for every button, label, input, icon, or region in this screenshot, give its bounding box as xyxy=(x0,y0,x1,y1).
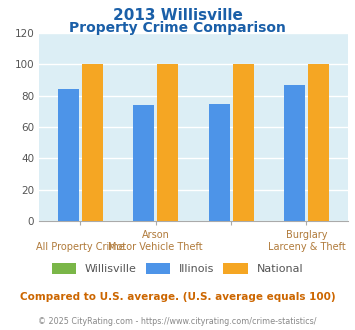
Bar xyxy=(157,64,179,221)
Text: Property Crime Comparison: Property Crime Comparison xyxy=(69,21,286,35)
Legend: Willisville, Illinois, National: Willisville, Illinois, National xyxy=(52,263,303,274)
Text: © 2025 CityRating.com - https://www.cityrating.com/crime-statistics/: © 2025 CityRating.com - https://www.city… xyxy=(38,317,317,326)
Bar xyxy=(58,89,79,221)
Text: All Property Crime: All Property Crime xyxy=(36,242,125,251)
Bar xyxy=(233,64,254,221)
Text: Larceny & Theft: Larceny & Theft xyxy=(268,242,345,251)
Bar xyxy=(133,105,154,221)
Bar xyxy=(208,104,230,221)
Text: 2013 Willisville: 2013 Willisville xyxy=(113,8,242,23)
Text: Burglary: Burglary xyxy=(286,230,327,240)
Bar xyxy=(82,64,103,221)
Text: Arson: Arson xyxy=(142,230,170,240)
Text: Motor Vehicle Theft: Motor Vehicle Theft xyxy=(109,242,203,251)
Bar xyxy=(308,64,329,221)
Bar xyxy=(284,85,305,221)
Text: Compared to U.S. average. (U.S. average equals 100): Compared to U.S. average. (U.S. average … xyxy=(20,292,335,302)
